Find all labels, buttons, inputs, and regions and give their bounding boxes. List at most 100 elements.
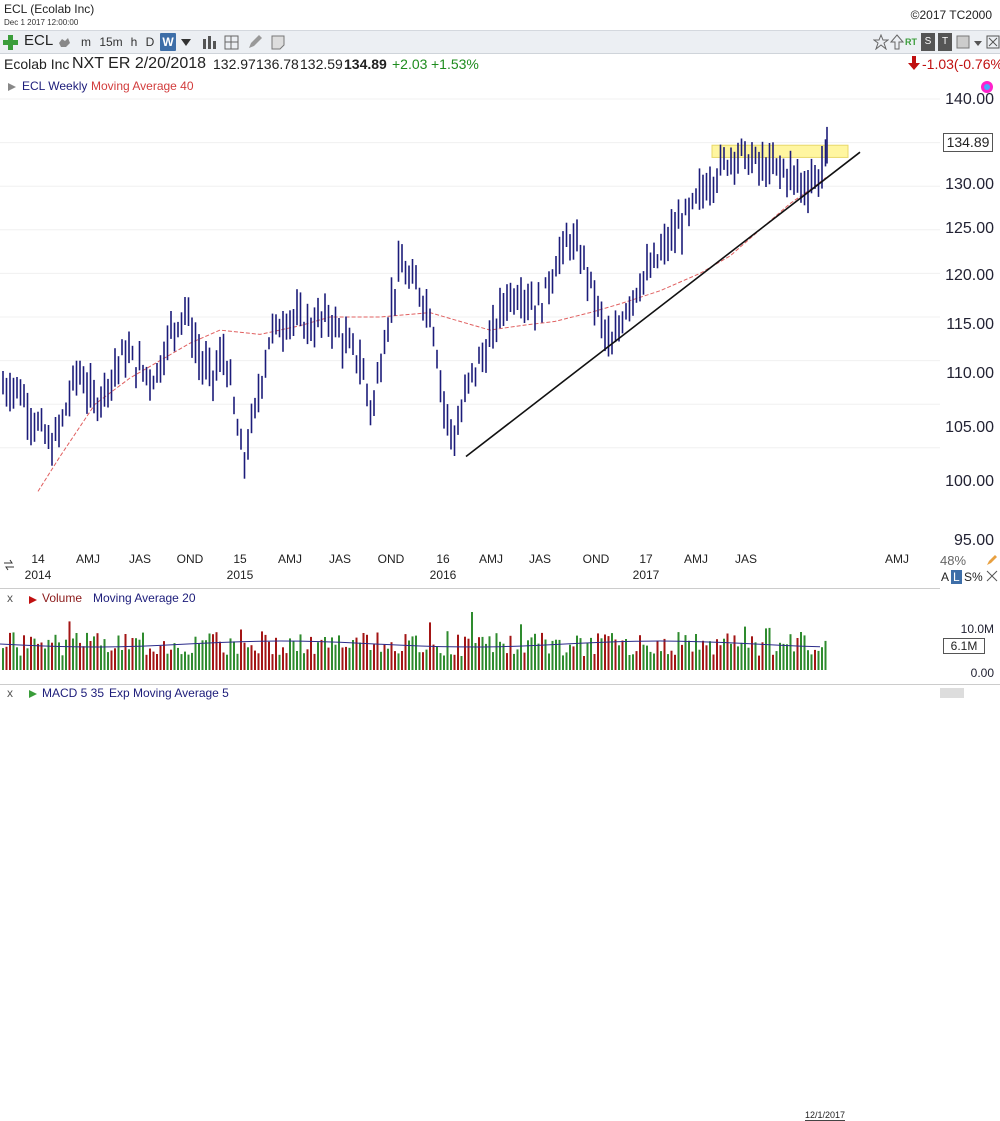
scroll-icon[interactable] — [940, 686, 990, 700]
price-axis: 140.00 130.00 125.00 120.00 115.00 110.0… — [940, 80, 1000, 550]
volume-bar — [499, 641, 501, 670]
volume-bar — [352, 640, 354, 670]
volume-bar — [677, 632, 680, 670]
volume-bar — [72, 638, 74, 670]
trend-line[interactable] — [465, 151, 861, 458]
volume-bar — [275, 637, 277, 670]
volume-bar — [422, 652, 424, 670]
time-label: OND — [377, 552, 405, 566]
macd-title[interactable]: MACD 5 35 — [42, 686, 105, 700]
collapse-icon[interactable] — [28, 689, 38, 699]
expand-icon[interactable] — [986, 570, 998, 582]
timeframe-week[interactable]: W — [160, 33, 176, 51]
price-label: 120.00 — [945, 267, 994, 284]
timeframe-hour[interactable]: h — [130, 35, 138, 49]
macd-indicator[interactable]: Exp Moving Average 5 — [109, 686, 229, 700]
realtime-label[interactable]: RT — [905, 37, 917, 47]
volume-bar — [166, 653, 169, 670]
log-scale-a[interactable]: A — [941, 570, 950, 584]
year-label: 2017 — [632, 568, 660, 582]
menu-icon[interactable] — [974, 35, 984, 49]
volume-bar — [800, 632, 802, 670]
s-button[interactable]: S — [921, 33, 935, 51]
volume-bar — [26, 648, 29, 670]
collapse-icon[interactable] — [7, 82, 17, 92]
volume-bar — [779, 642, 781, 670]
current-date-marker: 12/1/2017 — [805, 1110, 846, 1121]
volume-chart[interactable] — [0, 610, 940, 682]
save-icon[interactable] — [956, 35, 970, 49]
volume-bar — [58, 642, 60, 670]
volume-bar — [726, 633, 729, 670]
volume-bar — [40, 642, 43, 670]
price-gridlines — [0, 98, 940, 449]
volume-title[interactable]: Volume — [42, 591, 83, 605]
symbol-input[interactable]: ECL — [24, 32, 54, 49]
up-arrow-icon[interactable] — [890, 34, 904, 50]
volume-bar — [341, 647, 344, 670]
indicator-name[interactable]: Moving Average 40 — [91, 79, 194, 93]
price-label: 140.00 — [945, 91, 994, 108]
timeframe-minute[interactable]: m — [81, 35, 91, 49]
refresh-icon[interactable] — [2, 558, 16, 572]
volume-bar — [397, 653, 400, 670]
volume-bar — [149, 648, 151, 670]
volume-bar — [572, 646, 575, 670]
volume-bar — [240, 629, 242, 670]
volume-bar — [639, 635, 641, 670]
volume-bar — [471, 612, 473, 670]
volume-bar — [194, 636, 197, 670]
chevron-down-icon[interactable] — [181, 39, 191, 47]
volume-bar — [313, 653, 316, 670]
t-button[interactable]: T — [938, 33, 952, 51]
grid-icon[interactable] — [224, 35, 240, 50]
moving-average-line — [37, 177, 827, 492]
volume-bar — [761, 642, 764, 670]
scale-pct[interactable]: S% — [964, 570, 983, 584]
volume-bar — [68, 621, 71, 670]
series-name[interactable]: ECL Weekly — [22, 79, 88, 93]
volume-bar — [793, 651, 795, 670]
volume-bar — [478, 637, 480, 670]
pencil-icon[interactable] — [985, 553, 999, 567]
timeframe-15m[interactable]: 15m — [99, 35, 123, 49]
volume-bar — [163, 641, 165, 670]
log-scale-l[interactable]: L — [951, 570, 962, 584]
volume-bar — [516, 649, 519, 670]
add-symbol-icon[interactable] — [3, 35, 18, 50]
macd-header: x MACD 5 35 Exp Moving Average 5 — [0, 684, 1000, 701]
volume-bar — [233, 641, 235, 670]
volume-bar — [649, 651, 652, 670]
volume-bar — [208, 633, 211, 670]
title-bar: ECL (Ecolab Inc) Dec 1 2017 12:00:00 ©20… — [0, 0, 1000, 30]
note-icon[interactable] — [270, 34, 286, 50]
volume-indicator[interactable]: Moving Average 20 — [93, 591, 196, 605]
price-chart[interactable] — [0, 95, 940, 550]
volume-axis: 10.0M 6.1M 0.00 — [940, 612, 1000, 682]
volume-bar — [432, 644, 435, 670]
volume-bar — [513, 653, 515, 670]
volume-bar — [408, 640, 410, 670]
volume-bar — [299, 634, 302, 670]
timeframe-day[interactable]: D — [145, 35, 155, 49]
volume-bar — [124, 634, 127, 670]
volume-bar — [89, 641, 92, 670]
close-icon[interactable]: x — [7, 686, 13, 700]
close-icon[interactable] — [986, 35, 1000, 49]
volume-label: 10.0M — [960, 622, 994, 636]
volume-bar — [702, 640, 704, 670]
collapse-icon[interactable] — [28, 595, 38, 605]
volume-bar — [712, 654, 715, 670]
volume-bar — [205, 640, 207, 670]
volume-bar — [394, 651, 396, 670]
close-icon[interactable]: x — [7, 591, 13, 605]
volume-bar — [51, 642, 53, 670]
star-icon[interactable] — [873, 34, 889, 50]
pencil-icon[interactable] — [247, 34, 263, 50]
volume-bar — [331, 637, 333, 670]
hand-tool-icon[interactable] — [56, 35, 72, 49]
color-wheel-icon[interactable] — [980, 80, 994, 94]
volume-bar — [387, 648, 389, 670]
bar-chart-icon[interactable] — [202, 36, 218, 49]
volume-bar — [632, 654, 634, 670]
